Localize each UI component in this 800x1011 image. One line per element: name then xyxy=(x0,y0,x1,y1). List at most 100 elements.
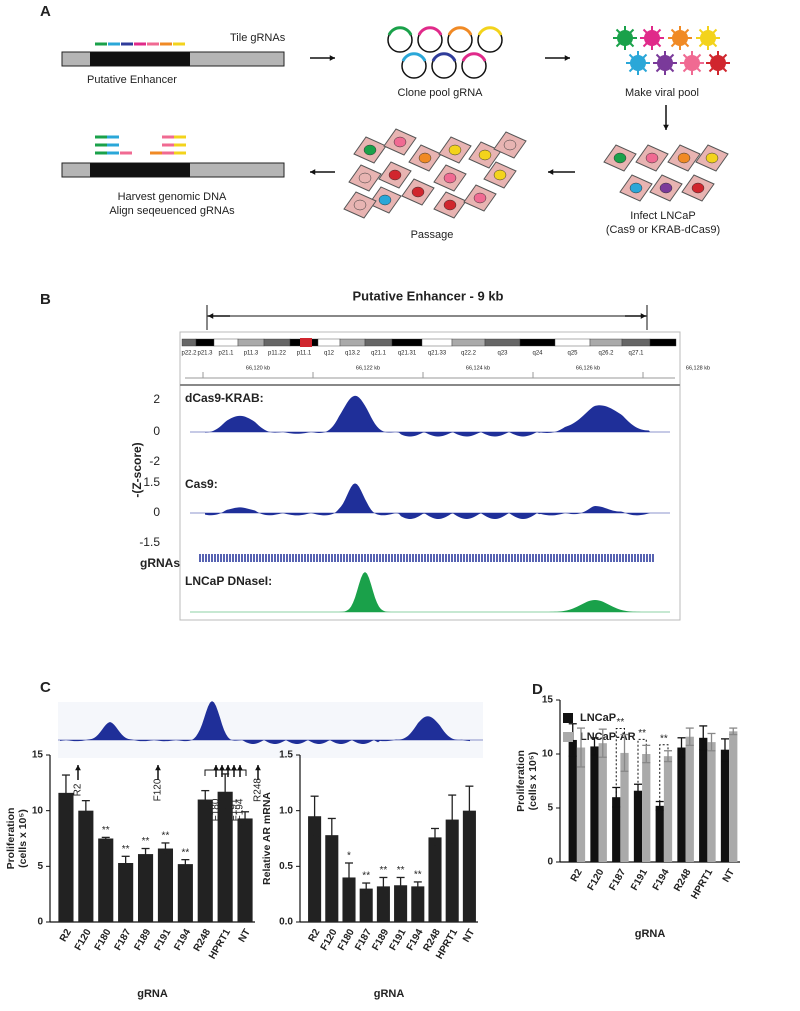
band xyxy=(519,338,556,347)
band xyxy=(554,338,591,347)
label: Putative Enhancer xyxy=(87,74,177,86)
title: Putative Enhancer - 9 kb xyxy=(353,288,504,303)
significance: ** xyxy=(362,871,370,882)
x-tick-label: F120 xyxy=(73,927,94,953)
x-axis-label: gRNA xyxy=(137,988,168,1000)
error-bar xyxy=(181,859,190,870)
x-axis-label: gRNA xyxy=(374,988,405,1000)
bar xyxy=(98,838,114,922)
bar xyxy=(663,756,673,862)
error-bar xyxy=(612,786,621,808)
x-tick-label: R2 xyxy=(58,927,74,944)
nucleus xyxy=(493,169,507,181)
label: Infect LNCaP xyxy=(630,210,695,222)
significance: ** xyxy=(638,728,646,739)
track xyxy=(205,395,650,437)
error-bar xyxy=(685,727,694,747)
significance: ** xyxy=(181,847,189,858)
track-bg xyxy=(58,702,483,758)
x-tick-label: F194 xyxy=(172,927,193,953)
panel-letter: C xyxy=(40,679,51,696)
label: Passage xyxy=(411,229,454,241)
error-bar xyxy=(81,799,90,822)
arrow-head xyxy=(255,765,261,771)
bar xyxy=(707,742,716,862)
band xyxy=(484,338,521,347)
virus xyxy=(617,30,633,46)
band-label: q21.1 xyxy=(371,351,387,357)
error-bar xyxy=(729,727,738,736)
y-tick-label: 1.0 xyxy=(279,805,293,816)
arrow-head xyxy=(155,765,161,771)
error-bar xyxy=(707,732,716,752)
x-tick-label: HPRT1 xyxy=(689,867,715,901)
insert xyxy=(401,52,427,62)
track-label: R248 xyxy=(253,778,264,802)
band-label: q24 xyxy=(532,351,543,357)
x-axis-label: gRNA xyxy=(635,928,666,940)
band xyxy=(421,338,453,347)
label: Tile gRNAs xyxy=(230,32,286,44)
bar xyxy=(685,736,694,862)
bar xyxy=(655,805,664,862)
nucleus xyxy=(613,152,627,164)
arrow-head xyxy=(329,55,335,61)
error-bar xyxy=(413,881,422,892)
label: Make viral pool xyxy=(625,87,699,99)
virus xyxy=(672,30,688,46)
x-tick-label: R248 xyxy=(672,867,694,894)
bar xyxy=(729,731,738,862)
label: Clone pool gRNA xyxy=(398,87,484,99)
band xyxy=(649,338,677,347)
virus xyxy=(700,30,716,46)
error-bar xyxy=(241,811,250,826)
x-tick-label: R2 xyxy=(569,867,585,884)
error-bar xyxy=(642,744,651,764)
significance: ** xyxy=(102,825,110,836)
nucleus xyxy=(363,144,377,156)
y-tick-label: 10 xyxy=(542,749,554,760)
y-tick-label: 1.5 xyxy=(279,750,293,761)
band xyxy=(263,338,291,347)
x-tick-label: NT xyxy=(461,927,477,944)
nucleus xyxy=(358,172,372,184)
error-bar xyxy=(327,817,336,853)
y-tick-label: 10 xyxy=(32,805,44,816)
bar xyxy=(237,818,253,922)
x-tick-label: F187 xyxy=(607,867,628,893)
arrow-head xyxy=(231,765,237,771)
track-label: F194 xyxy=(235,798,246,821)
error-bar xyxy=(633,783,642,798)
error-bar xyxy=(431,827,439,847)
coordinate: 66,122 kb xyxy=(356,365,380,371)
arrow-head xyxy=(640,313,646,319)
error-bar xyxy=(310,795,319,837)
x-tick-label: F189 xyxy=(133,927,154,953)
nucleus xyxy=(705,152,719,164)
y-axis-label: Relative AR mRNA xyxy=(261,792,273,885)
x-tick-label: F191 xyxy=(629,867,650,893)
x-tick-label: F187 xyxy=(353,927,374,953)
x-tick-label: R2 xyxy=(307,927,323,944)
y-tick-label: 0 xyxy=(547,857,553,868)
band xyxy=(391,338,423,347)
x-tick-label: F191 xyxy=(152,927,173,953)
band-label: p22.2 xyxy=(181,351,197,357)
panel-letter: A xyxy=(40,3,51,20)
coordinate: 66,128 kb xyxy=(686,365,710,371)
bar xyxy=(612,797,621,862)
y-tick-label: 15 xyxy=(32,750,44,761)
y-tick-label: 0 xyxy=(153,424,160,438)
arrow-head xyxy=(310,169,316,175)
error-bar xyxy=(221,773,230,811)
error-bar xyxy=(598,728,607,758)
bar xyxy=(598,743,607,862)
bar xyxy=(177,864,193,922)
enhancer xyxy=(90,52,190,66)
arrow-head xyxy=(208,313,214,319)
track-label: dCas9-KRAB: xyxy=(185,391,264,405)
nucleus xyxy=(393,136,407,148)
error-bar xyxy=(362,882,371,895)
nucleus xyxy=(411,186,425,198)
